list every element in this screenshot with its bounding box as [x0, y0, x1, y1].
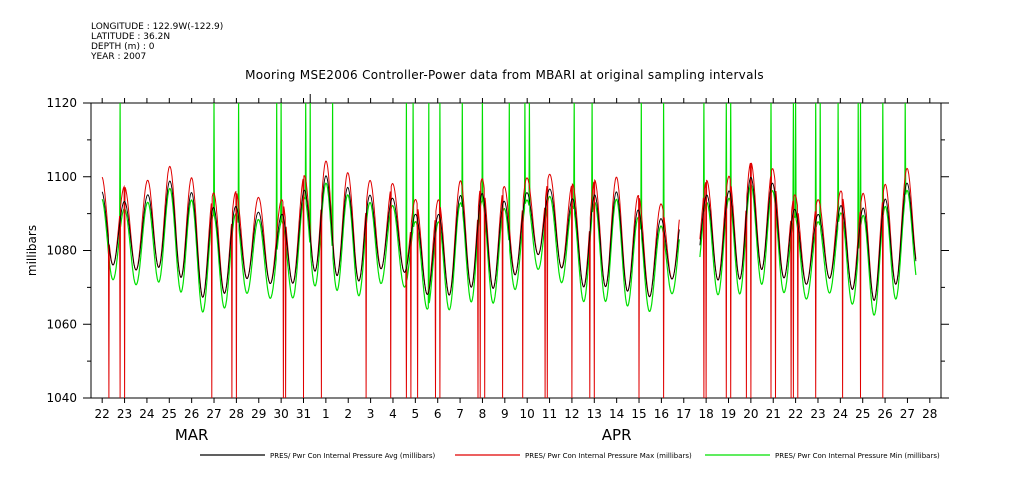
- legend-label: PRES/ Pwr Con Internal Pressure Min (mil…: [775, 452, 940, 460]
- y-tick-label: 1080: [46, 244, 77, 258]
- legend-label: PRES/ Pwr Con Internal Pressure Avg (mil…: [270, 452, 436, 460]
- series-line-avg: [101, 175, 917, 301]
- chart-title: Mooring MSE2006 Controller-Power data fr…: [245, 68, 764, 82]
- x-tick-label: 2: [344, 407, 352, 421]
- x-tick-label: 18: [698, 407, 713, 421]
- x-tick-label: 28: [229, 407, 244, 421]
- x-tick-label: 10: [520, 407, 535, 421]
- x-tick-label: 27: [900, 407, 915, 421]
- x-tick-label: 15: [631, 407, 646, 421]
- x-tick-label: 9: [501, 407, 509, 421]
- x-tick-label: 22: [788, 407, 803, 421]
- month-label-apr: APR: [602, 426, 632, 444]
- month-label-mar: MAR: [175, 426, 209, 444]
- x-tick-label: 13: [587, 407, 602, 421]
- x-tick-label: 21: [766, 407, 781, 421]
- latitude-label: LATITUDE : 36.2N: [91, 32, 171, 42]
- x-tick-label: 24: [833, 407, 848, 421]
- x-tick-label: 24: [139, 407, 154, 421]
- x-tick-label: 16: [654, 407, 669, 421]
- y-axis-label: millibars: [25, 225, 39, 276]
- longitude-label: LONGITUDE : 122.9W(-122.9): [91, 22, 224, 32]
- x-tick-label: 1: [322, 407, 330, 421]
- y-tick-label: 1120: [46, 96, 77, 110]
- x-tick-label: 14: [609, 407, 624, 421]
- x-tick-label: 5: [412, 407, 420, 421]
- depth-label: DEPTH (m) : 0: [91, 42, 155, 52]
- x-tick-label: 30: [273, 407, 288, 421]
- x-tick-label: 27: [206, 407, 221, 421]
- x-tick-label: 11: [542, 407, 557, 421]
- x-tick-label: 3: [367, 407, 375, 421]
- x-tick-label: 25: [162, 407, 177, 421]
- dataset-metadata: LONGITUDE : 122.9W(-122.9) LATITUDE : 36…: [91, 22, 223, 62]
- x-tick-label: 31: [296, 407, 311, 421]
- x-tick-label: 8: [479, 407, 487, 421]
- x-tick-label: 19: [721, 407, 736, 421]
- y-tick-label: 1100: [46, 170, 77, 184]
- x-tick-label: 25: [855, 407, 870, 421]
- x-tick-label: 22: [95, 407, 110, 421]
- x-tick-label: 23: [117, 407, 132, 421]
- x-tick-label: 12: [564, 407, 579, 421]
- x-tick-label: 26: [184, 407, 199, 421]
- x-tick-label: 20: [743, 407, 758, 421]
- plot-frame: [90, 102, 942, 399]
- x-tick-label: 23: [810, 407, 825, 421]
- y-tick-label: 1060: [46, 317, 77, 331]
- x-tick-label: 7: [456, 407, 464, 421]
- x-tick-label: 26: [877, 407, 892, 421]
- x-tick-label: 4: [389, 407, 397, 421]
- x-tick-label: 17: [676, 407, 691, 421]
- x-tick-label: 29: [251, 407, 266, 421]
- x-tick-label: 28: [922, 407, 937, 421]
- y-tick-label: 1040: [46, 391, 77, 405]
- legend-label: PRES/ Pwr Con Internal Pressure Max (mil…: [525, 452, 692, 460]
- x-tick-label: 6: [434, 407, 442, 421]
- year-label: YEAR : 2007: [91, 52, 147, 62]
